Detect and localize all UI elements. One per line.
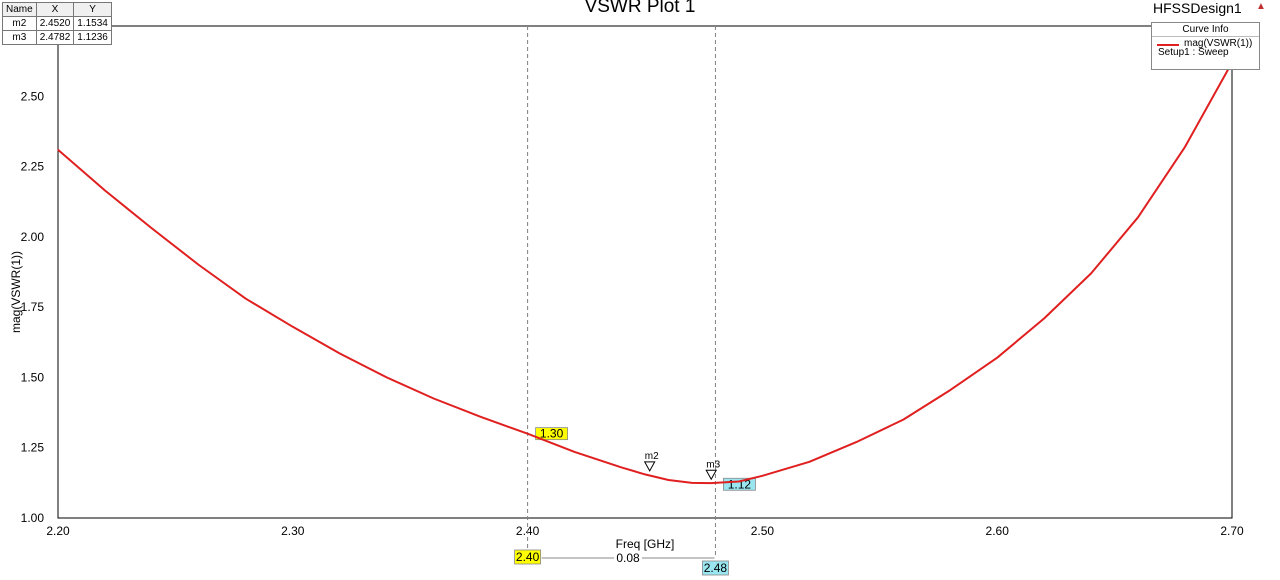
data-point <box>386 376 388 379</box>
marker-triangle <box>643 461 656 472</box>
axes <box>57 25 1233 519</box>
cursors: 2.401.302.481.120.08 <box>514 26 756 576</box>
marker-triangle <box>705 469 718 481</box>
x-tick-label: 2.50 <box>751 524 775 538</box>
delta-label-bg <box>614 551 643 565</box>
delta-label: 0.08 <box>616 551 640 565</box>
legend-line-icon <box>1157 44 1179 46</box>
data-point <box>710 482 712 484</box>
data-point <box>245 298 247 300</box>
cursor-x-label-box <box>514 549 541 565</box>
table-row: m3 2.4782 1.1236 <box>2 30 112 45</box>
curve-info-title: Curve Info <box>1182 24 1229 35</box>
data-point <box>198 264 200 266</box>
data-point <box>1090 272 1092 275</box>
y-tick-label: 2.00 <box>21 230 45 244</box>
table-row: m2 2.4520 1.1534 <box>2 16 112 31</box>
data-point <box>691 482 693 484</box>
y-axis-label: mag(VSWR(1)) <box>9 251 23 333</box>
cursor-x-label-box <box>702 560 729 576</box>
marker-name: m2 <box>2 16 37 31</box>
data-point <box>57 149 59 151</box>
marker-y: 1.1236 <box>73 30 112 45</box>
collapse-arrow-icon[interactable]: ▲ <box>1256 1 1266 12</box>
axis-labels: Freq [GHz] mag(VSWR(1)) <box>9 251 674 551</box>
marker-label: m3 <box>706 459 720 470</box>
data-point <box>644 473 646 476</box>
cursor-x-label: 2.40 <box>516 550 540 564</box>
marker-name: m3 <box>2 30 37 45</box>
data-point <box>855 441 857 443</box>
data-point <box>1137 216 1139 218</box>
marker-table-header-name: Name <box>2 2 37 17</box>
data-point <box>1184 146 1186 148</box>
marker-y: 1.1534 <box>73 16 112 31</box>
curve-info-legend[interactable]: Curve Info mag(VSWR(1)) Setup1 : Sweep <box>1151 22 1260 70</box>
divider <box>1152 36 1259 37</box>
x-tick-label: 2.60 <box>986 524 1010 538</box>
x-tick-label: 2.30 <box>281 524 305 538</box>
y-tick-label: 1.00 <box>21 511 45 525</box>
data-point <box>433 397 435 400</box>
data-point <box>620 466 623 468</box>
series <box>57 61 1233 485</box>
data-point <box>527 433 529 435</box>
x-tick-label: 2.70 <box>1220 524 1244 538</box>
y-tick-label: 2.25 <box>21 160 45 174</box>
y-tick-label: 2.50 <box>21 89 45 103</box>
data-point <box>480 416 482 418</box>
data-point <box>573 451 576 453</box>
markers: m2 m3 <box>643 451 721 481</box>
data-point <box>339 352 341 355</box>
marker-table: Name X Y m2 2.4520 1.1534 m3 2.4782 1.12… <box>2 2 112 45</box>
data-point <box>761 475 764 477</box>
marker-label: m2 <box>645 451 659 462</box>
cursor-value-label: 1.30 <box>540 427 564 441</box>
chart-title: VSWR Plot 1 <box>584 0 696 17</box>
data-point <box>292 326 294 328</box>
cursor-x-label: 2.48 <box>704 561 728 575</box>
data-point <box>667 479 670 481</box>
marker-x: 2.4782 <box>35 30 75 45</box>
design-name: HFSSDesign1 <box>1153 0 1242 16</box>
marker-x: 2.4520 <box>35 16 75 31</box>
y-tick-label: 1.25 <box>21 441 45 455</box>
y-tick-label: 1.75 <box>21 300 45 314</box>
data-point <box>104 189 106 192</box>
data-point <box>949 389 951 391</box>
data-point <box>1043 317 1045 319</box>
data-point <box>902 419 904 421</box>
data-point <box>738 480 740 483</box>
plot-frame <box>57 25 1233 519</box>
data-point <box>151 227 153 230</box>
legend-trace-name: mag(VSWR(1)) <box>1184 38 1253 49</box>
x-axis-label: Freq [GHz] <box>616 537 675 551</box>
x-tick-label: 2.20 <box>46 524 70 538</box>
y-tick-label: 1.50 <box>21 370 45 384</box>
data-point <box>996 357 998 359</box>
cursor-value-box <box>535 427 568 441</box>
legend-setup: Setup1 : Sweep <box>1158 47 1229 58</box>
data-point <box>808 461 810 463</box>
